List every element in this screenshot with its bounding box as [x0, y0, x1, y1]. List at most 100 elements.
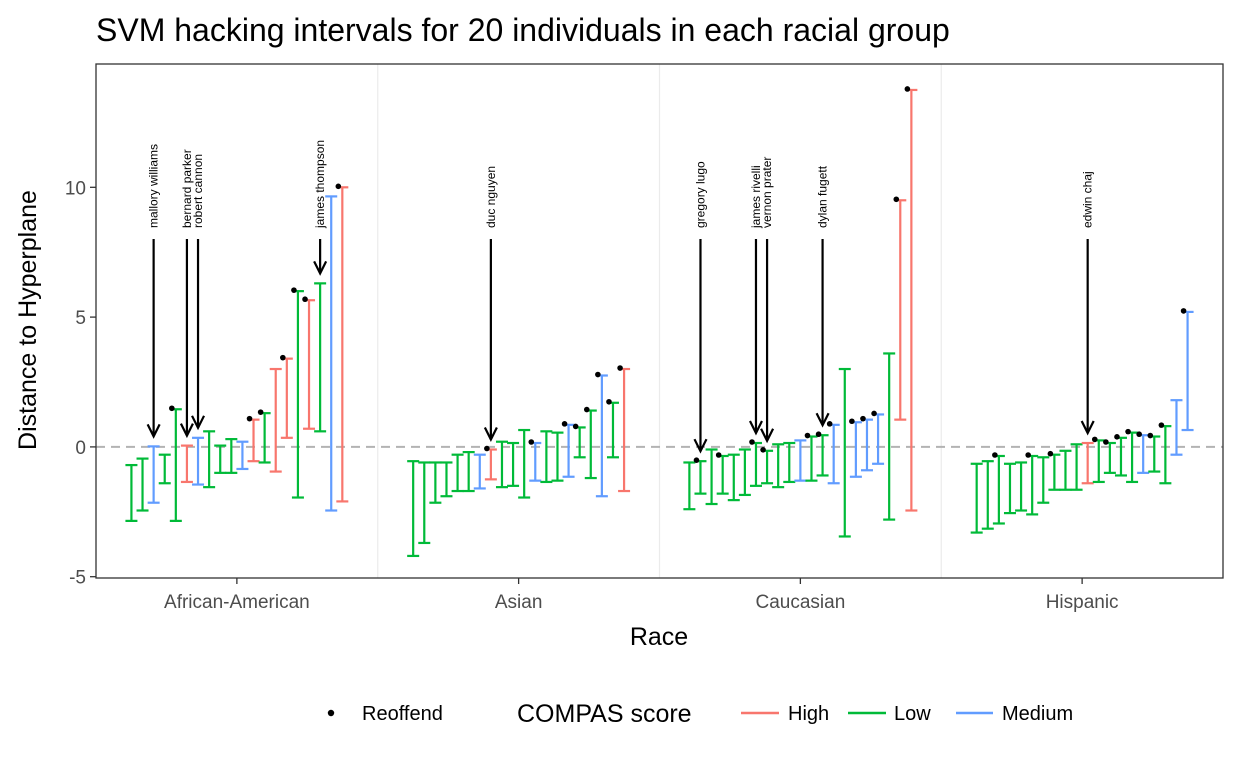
legend-medium-label: Medium — [1002, 703, 1073, 725]
error-bar — [772, 443, 785, 489]
chart-title: SVM hacking intervals for 20 individuals… — [96, 12, 950, 48]
name-annotation: duc nguyen — [484, 166, 498, 442]
annotation-arrow-head — [693, 438, 708, 454]
reoffend-point — [849, 418, 855, 425]
reoffend-point — [871, 410, 877, 417]
reoffend-point — [169, 405, 175, 412]
reoffend-point — [904, 86, 911, 92]
error-bar — [269, 367, 282, 473]
error-bar — [561, 421, 575, 478]
annotation-arrow-head — [146, 423, 161, 439]
x-tick-label: Hispanic — [1046, 592, 1119, 613]
error-bar — [136, 457, 149, 512]
error-bar — [429, 461, 442, 504]
x-tick-label: African-American — [164, 592, 310, 613]
reoffend-point — [749, 439, 755, 445]
error-bar — [180, 444, 193, 484]
reoffend-point — [1125, 428, 1131, 435]
reoffend-point — [826, 421, 833, 427]
error-bar — [783, 441, 796, 484]
plot-area — [95, 63, 1224, 579]
error-bar — [169, 405, 182, 522]
legend-low-label: Low — [894, 703, 931, 725]
annotation-name-label: mallory williams — [147, 144, 161, 228]
error-bar — [749, 439, 762, 487]
reoffend-point — [1047, 450, 1054, 457]
error-bar — [617, 365, 631, 493]
error-bar — [203, 430, 216, 489]
annotation-name-label: duc nguyen — [484, 166, 498, 228]
x-axis-title: Race — [630, 623, 688, 651]
error-bar — [484, 445, 497, 481]
panel-border — [95, 63, 1224, 579]
name-annotation: james thompson — [313, 140, 327, 276]
error-bar — [1136, 431, 1150, 474]
annotation-name-label: edwin chaj — [1081, 171, 1095, 228]
reoffend-point — [1147, 432, 1154, 439]
error-bar — [883, 352, 896, 521]
error-bar — [904, 86, 918, 512]
error-bar — [407, 460, 420, 558]
error-bar — [992, 452, 1005, 525]
name-annotation: vernon prater — [760, 157, 774, 444]
annotation-name-label: james thompson — [313, 140, 327, 229]
error-bar — [1114, 434, 1127, 477]
name-annotation: mallory williams — [146, 144, 161, 439]
reoffend-point — [291, 287, 297, 293]
error-bar — [507, 441, 520, 487]
error-bar — [325, 195, 338, 512]
y-tick-label: 10 — [65, 178, 86, 199]
error-bar — [473, 453, 486, 490]
error-bar — [1103, 439, 1116, 474]
error-bar — [302, 296, 316, 430]
error-bar — [314, 282, 327, 433]
reoffend-point — [715, 452, 722, 458]
error-bar — [440, 461, 453, 498]
reoffend-point — [1136, 431, 1142, 438]
annotation-name-label: bernard parker — [180, 149, 194, 228]
error-bar — [214, 444, 227, 474]
error-bar — [1003, 462, 1016, 515]
reoffend-point — [246, 415, 253, 422]
annotation-arrow-head — [191, 415, 206, 431]
annotation-arrow-head — [815, 412, 830, 428]
error-bar — [893, 196, 907, 421]
annotation-name-label: james rivelli — [749, 165, 763, 229]
reoffend-point — [815, 431, 822, 438]
error-bar — [280, 354, 293, 439]
legend-reoffend-label: Reoffend — [362, 703, 443, 725]
reoffend-point — [1114, 434, 1120, 440]
legend: Reoffend COMPAS score High Low Medium — [327, 700, 1073, 728]
error-bar — [551, 431, 564, 482]
error-bar — [1025, 452, 1039, 516]
error-bar — [236, 440, 249, 471]
error-bar — [1047, 450, 1061, 491]
reoffend-point — [992, 452, 998, 458]
error-bar — [981, 460, 994, 530]
reoffend-point — [583, 406, 590, 413]
error-bar — [606, 398, 619, 459]
error-bar — [860, 415, 873, 472]
error-bar — [693, 457, 707, 495]
reoffend-point — [693, 457, 700, 463]
annotation-name-label: vernon prater — [760, 157, 774, 228]
error-bar — [462, 450, 475, 493]
error-bar — [335, 183, 349, 503]
error-bar — [1180, 308, 1194, 432]
error-bar — [1015, 461, 1028, 512]
error-bar — [528, 439, 542, 482]
reoffend-point — [484, 445, 490, 452]
reoffend-point — [617, 365, 623, 371]
name-annotation: james rivelli — [749, 165, 763, 436]
x-tick-label: Asian — [495, 592, 543, 613]
error-bar — [192, 436, 205, 486]
reoffend-point — [280, 354, 286, 361]
error-bar — [705, 448, 718, 506]
y-tick-label: 5 — [75, 308, 86, 329]
y-tick-label: 0 — [75, 438, 86, 459]
y-tick-label: -5 — [69, 568, 86, 589]
name-annotation: robert cannon — [191, 154, 206, 431]
reoffend-point — [1158, 422, 1165, 428]
error-bar — [1125, 428, 1139, 484]
annotation-arrow-head — [179, 423, 194, 439]
